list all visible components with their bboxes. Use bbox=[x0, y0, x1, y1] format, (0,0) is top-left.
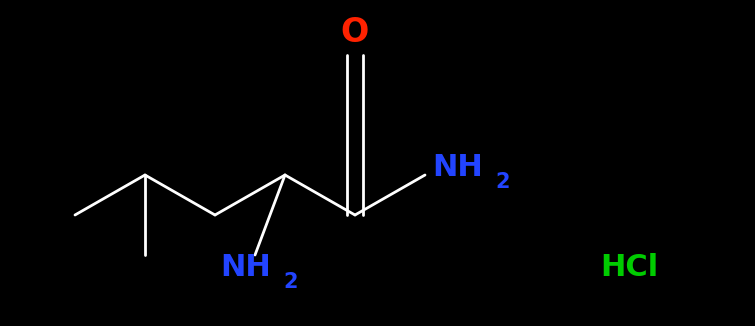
Text: O: O bbox=[341, 16, 369, 49]
Text: HCl: HCl bbox=[600, 254, 658, 283]
Text: 2: 2 bbox=[283, 272, 297, 292]
Text: NH: NH bbox=[432, 154, 482, 183]
Text: NH: NH bbox=[220, 254, 271, 283]
Text: 2: 2 bbox=[495, 172, 510, 192]
